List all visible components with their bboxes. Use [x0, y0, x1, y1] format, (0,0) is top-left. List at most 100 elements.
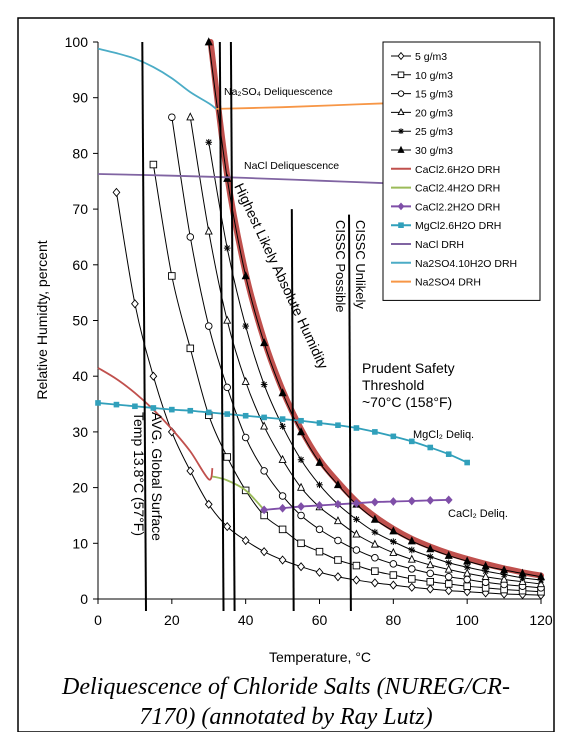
annotation-na2so4: Na₂SO₄ Deliquescence	[224, 86, 333, 98]
data-point	[315, 567, 324, 577]
data-point	[389, 497, 398, 506]
data-point	[131, 299, 139, 309]
data-point	[260, 338, 269, 347]
x-tick-label: 120	[529, 612, 553, 628]
data-point	[370, 497, 379, 507]
x-tick-label: 80	[386, 612, 402, 628]
data-point	[278, 525, 287, 534]
y-tick-label: 50	[72, 313, 88, 329]
data-point	[150, 405, 157, 411]
annotation-global-1: AVG. Global Surface	[149, 412, 165, 541]
data-point	[315, 457, 324, 466]
annotation-prudent-3: ~70°C (158°F)	[362, 394, 452, 410]
data-point	[315, 525, 324, 534]
data-point	[223, 383, 231, 392]
data-point	[398, 128, 404, 134]
data-point	[444, 580, 453, 588]
data-point	[204, 322, 213, 330]
data-point	[518, 568, 527, 577]
y-tick-label: 100	[65, 34, 89, 50]
data-point	[132, 403, 138, 410]
annotation-cissc-possible: CISSC Possible	[333, 220, 348, 312]
data-point	[205, 409, 212, 416]
legend-entry: 20 g/m3	[391, 107, 453, 119]
data-point	[278, 492, 287, 500]
data-point	[297, 456, 305, 464]
legend-label: Na2SO4 DRH	[415, 277, 481, 289]
y-tick-label: 70	[72, 201, 88, 217]
data-point	[370, 539, 379, 548]
data-point	[223, 521, 232, 532]
data-point	[297, 427, 306, 436]
y-tick-label: 0	[80, 591, 88, 607]
legend-label: CaCl2.2H2O DRH	[415, 201, 500, 213]
series-5-g-m3	[112, 187, 545, 600]
data-point	[241, 433, 250, 442]
data-point	[297, 562, 305, 572]
annotation-prudent-2: Threshold	[362, 377, 424, 393]
data-point	[407, 496, 416, 506]
data-point	[352, 561, 361, 570]
data-point	[397, 145, 405, 153]
data-point	[390, 433, 397, 440]
annotation-cacl2: CaCl₂ Deliq.	[448, 508, 508, 520]
legend-entry: NaCl DRH	[391, 239, 464, 251]
data-point	[186, 344, 195, 353]
data-point	[426, 544, 435, 553]
data-point	[426, 496, 435, 505]
data-point	[481, 561, 490, 570]
data-point	[242, 412, 249, 419]
legend-label: CaCl2.6H2O DRH	[415, 164, 500, 176]
data-point	[205, 138, 213, 146]
y-tick-label: 40	[72, 368, 88, 384]
data-point	[297, 511, 305, 520]
data-point	[297, 502, 305, 511]
legend-label: 15 g/m3	[415, 89, 453, 101]
vertical-threshold-line	[218, 41, 225, 612]
series-line	[212, 475, 265, 511]
vertical-threshold-line	[290, 209, 295, 612]
data-point	[112, 187, 121, 197]
legend-entry: MgCl2.6H2O DRH	[391, 220, 501, 232]
data-point	[298, 417, 304, 424]
data-point	[444, 564, 453, 573]
data-point	[397, 51, 405, 61]
legend: 5 g/m3 10 g/m3 15 g/m3 20 g/m3 25 g/m3 30 g/m…	[382, 41, 541, 301]
series-cacl2-2h2o-drh	[260, 495, 453, 515]
caption-line-1: Deliquescence of Chloride Salts (NUREG/C…	[62, 674, 510, 700]
legend-label: 25 g/m3	[415, 126, 453, 138]
data-point	[352, 546, 361, 554]
annotation-mgcl2: MgCl₂ Deliq.	[413, 429, 474, 441]
x-tick-label: 60	[312, 612, 328, 628]
data-point	[316, 481, 323, 489]
threshold-lines-group	[141, 41, 352, 612]
data-point	[389, 526, 398, 535]
data-point	[260, 505, 269, 515]
data-point	[463, 563, 471, 571]
data-point	[426, 569, 435, 578]
data-point	[334, 556, 342, 564]
y-tick-label: 80	[72, 145, 88, 161]
series-30-g-m3	[204, 37, 546, 581]
data-point	[390, 538, 397, 545]
data-point	[223, 244, 231, 252]
data-point	[242, 322, 249, 330]
data-point	[389, 571, 398, 579]
data-point	[463, 575, 471, 584]
data-point	[444, 586, 453, 596]
data-point	[224, 411, 231, 417]
legend-entry: Na2SO4.10H2O DRH	[391, 258, 517, 270]
data-point	[371, 554, 379, 562]
data-point	[334, 499, 342, 509]
legend-box	[382, 41, 541, 301]
data-point	[426, 553, 434, 560]
data-point	[334, 572, 342, 582]
data-point	[500, 565, 509, 574]
legend-label: MgCl2.6H2O DRH	[415, 220, 501, 232]
legend-entry: Na2SO4 DRH	[391, 277, 481, 289]
data-point	[95, 400, 101, 406]
data-point	[315, 547, 324, 556]
data-point	[407, 536, 416, 545]
data-point	[389, 547, 398, 556]
